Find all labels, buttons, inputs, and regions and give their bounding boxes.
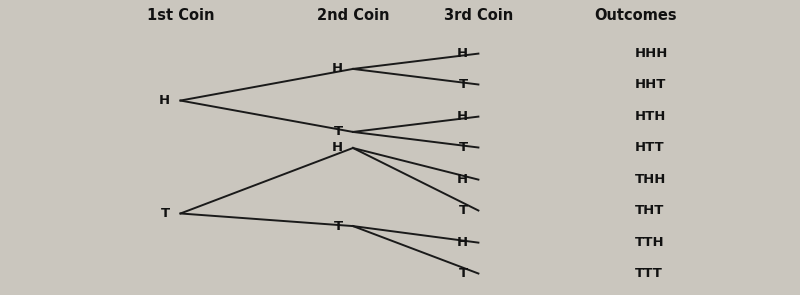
- Text: H: H: [332, 63, 342, 76]
- Text: H: H: [457, 173, 468, 186]
- Text: HTH: HTH: [635, 110, 666, 123]
- Text: 3rd Coin: 3rd Coin: [444, 9, 513, 24]
- Text: T: T: [161, 207, 170, 220]
- Text: 2nd Coin: 2nd Coin: [317, 9, 390, 24]
- Text: HTT: HTT: [635, 141, 665, 154]
- Text: H: H: [457, 47, 468, 60]
- Text: H: H: [159, 94, 170, 107]
- Text: H: H: [457, 110, 468, 123]
- Text: T: T: [459, 267, 468, 280]
- Text: TTH: TTH: [635, 236, 665, 249]
- Text: HHH: HHH: [635, 47, 669, 60]
- Text: THH: THH: [635, 173, 666, 186]
- Text: T: T: [459, 78, 468, 91]
- Text: T: T: [334, 219, 342, 232]
- Text: 1st Coin: 1st Coin: [146, 9, 214, 24]
- Text: TTT: TTT: [635, 267, 663, 280]
- Text: T: T: [459, 141, 468, 154]
- Text: THT: THT: [635, 204, 665, 217]
- Text: H: H: [457, 236, 468, 249]
- Text: T: T: [334, 125, 342, 138]
- Text: T: T: [459, 204, 468, 217]
- Text: HHT: HHT: [635, 78, 666, 91]
- Text: H: H: [332, 142, 342, 155]
- Text: Outcomes: Outcomes: [594, 9, 677, 24]
